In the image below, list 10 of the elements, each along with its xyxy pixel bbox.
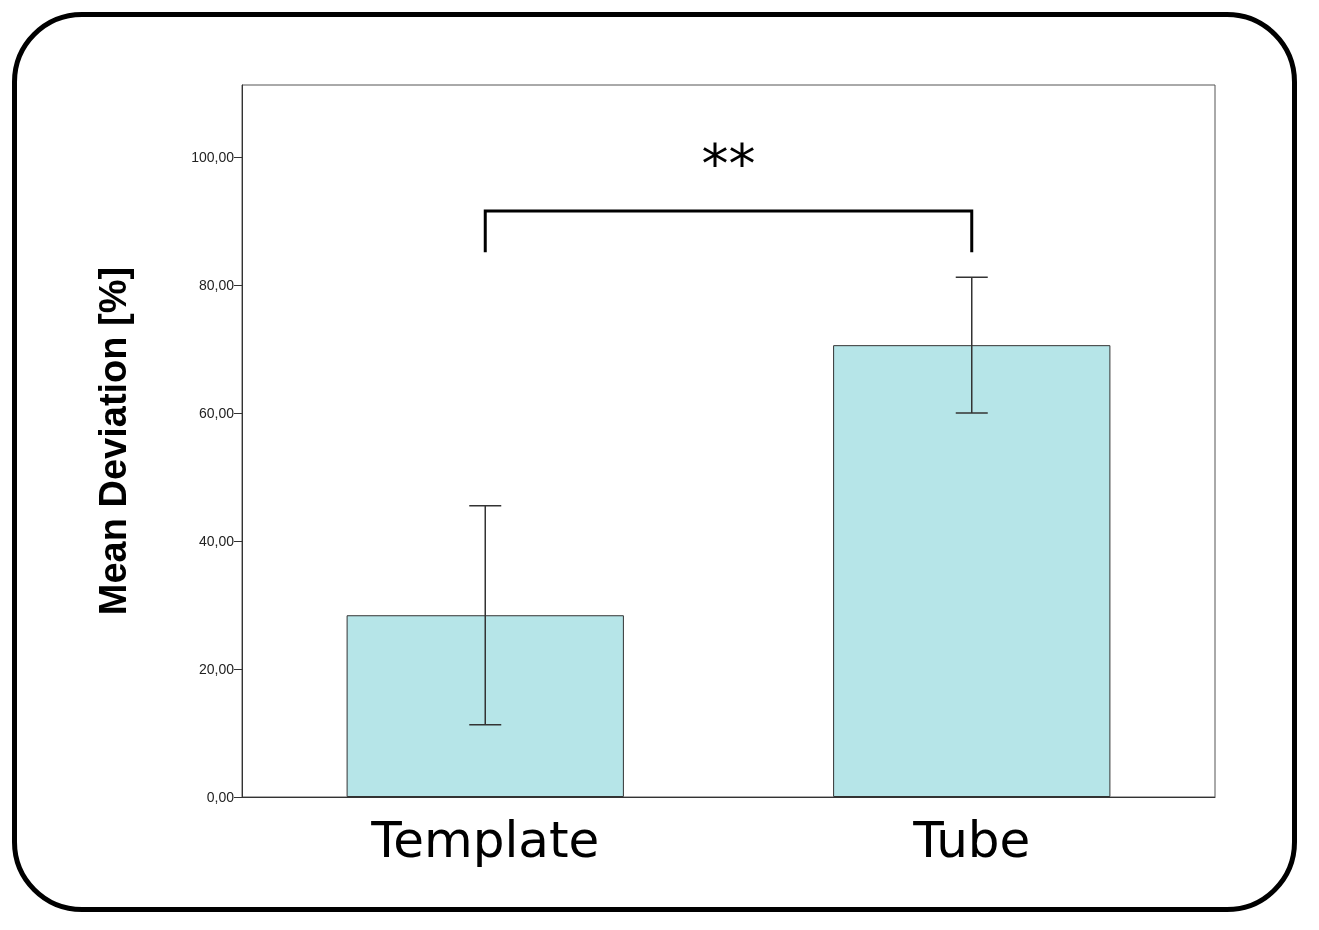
y-tick-label: 40,00 (198, 533, 235, 549)
x-tick-label: Template (370, 811, 600, 869)
annotation: ** (701, 131, 756, 195)
y-tick-label: 20,00 (198, 661, 235, 677)
y-axis-title: Mean Deviation [%] (92, 266, 134, 616)
x-tick-label: Tube (912, 811, 1031, 869)
y-tick-label: 60,00 (198, 405, 235, 421)
y-tick-label: 100,00 (191, 149, 235, 165)
y-tick-label: 0,00 (206, 789, 235, 805)
y-tick-label: 80,00 (198, 277, 235, 293)
